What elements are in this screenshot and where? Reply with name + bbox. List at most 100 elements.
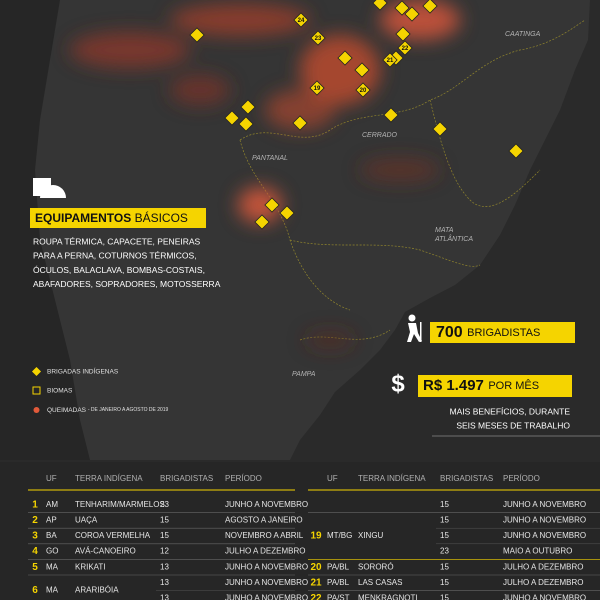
row-brigadistas: 15 bbox=[160, 516, 169, 525]
row-periodo: JULHO A DEZEMBRO bbox=[503, 562, 583, 571]
row-brigadistas: 15 bbox=[160, 531, 169, 540]
table-header: BRIGADISTAS bbox=[160, 474, 213, 483]
legend-fires-note: - DE JANEIRO A AGOSTO DE 2019 bbox=[88, 407, 169, 413]
marker bbox=[224, 110, 240, 126]
brigadistas-text: 700 BRIGADISTAS bbox=[436, 324, 540, 341]
marker bbox=[309, 80, 325, 96]
row-number: 1 bbox=[32, 499, 38, 510]
row-terra: TENHARIM/MARMELOS bbox=[75, 500, 165, 509]
row-uf: MT/BG bbox=[327, 531, 352, 540]
row-uf: PA/BL bbox=[327, 578, 350, 587]
marker bbox=[508, 143, 524, 159]
row-brigadistas: 13 bbox=[160, 562, 169, 571]
row-terra: SORORÓ bbox=[358, 562, 394, 571]
row-uf: MA bbox=[46, 586, 59, 595]
equipment-title-bold: EQUIPAMENTOS bbox=[35, 211, 131, 225]
salary-unit: POR MÊS bbox=[488, 379, 539, 392]
row-terra: KRIKATI bbox=[75, 562, 106, 571]
row-periodo: JULHO A DEZEMBRO bbox=[225, 547, 305, 556]
row-brigadistas: 15 bbox=[440, 531, 449, 540]
row-uf: GO bbox=[46, 547, 58, 556]
equipment-icon bbox=[33, 178, 66, 198]
equipment-title-rest: BÁSICOS bbox=[135, 210, 188, 225]
row-number: 3 bbox=[32, 531, 38, 542]
marker bbox=[397, 40, 413, 56]
marker-label: 23 bbox=[315, 36, 322, 42]
marker bbox=[240, 99, 256, 115]
marker-label: 24 bbox=[298, 18, 305, 24]
marker bbox=[279, 205, 295, 221]
row-terra: AVÁ-CANOEIRO bbox=[75, 547, 136, 556]
row-periodo: AGOSTO A JANEIRO bbox=[225, 516, 303, 525]
marker-label: 19 bbox=[314, 86, 321, 92]
table-header: UF bbox=[327, 474, 338, 483]
row-uf: AP bbox=[46, 516, 57, 525]
marker bbox=[293, 12, 309, 28]
row-periodo: JULHO A DEZEMBRO bbox=[503, 578, 583, 587]
equipment-line: ROUPA TÉRMICA, CAPACETE, PENEIRAS bbox=[33, 236, 201, 246]
row-terra: COROA VERMELHA bbox=[75, 531, 151, 540]
marker bbox=[422, 0, 438, 14]
table-header: PERÍODO bbox=[503, 474, 540, 483]
row-brigadistas: 13 bbox=[160, 578, 169, 587]
region-label: MATA ATLÂNTICA bbox=[434, 227, 473, 243]
table-background bbox=[0, 462, 600, 600]
equipment-line: ÓCULOS, BALACLAVA, BOMBAS-COSTAIS, bbox=[33, 265, 205, 275]
marker bbox=[404, 6, 420, 22]
marker bbox=[264, 197, 280, 213]
salary-text: R$ 1.497 POR MÊS bbox=[423, 377, 539, 394]
brigadistas-label: BRIGADISTAS bbox=[467, 327, 540, 339]
marker-label: 20 bbox=[360, 88, 367, 94]
table-header: TERRA INDÍGENA bbox=[75, 474, 143, 483]
row-brigadistas: 13 bbox=[160, 594, 169, 600]
row-terra: XINGU bbox=[358, 531, 384, 540]
legend-swatch-biomes bbox=[32, 386, 41, 395]
legend-swatch-indigenous bbox=[31, 366, 42, 377]
marker bbox=[394, 0, 410, 16]
row-brigadistas: 15 bbox=[440, 500, 449, 509]
row-terra: MENKRAGNOTI bbox=[358, 594, 418, 600]
table-header: TERRA INDÍGENA bbox=[358, 474, 426, 483]
row-uf: PA/ST bbox=[327, 594, 350, 600]
equipment-line: ABAFADORES, SOPRADORES, MOTOSSERRA bbox=[33, 279, 221, 289]
row-uf: AM bbox=[46, 500, 58, 509]
row-number: 4 bbox=[32, 546, 38, 557]
marker bbox=[238, 116, 254, 132]
benefit-line: MAIS BENEFÍCIOS, DURANTE bbox=[450, 406, 571, 416]
row-brigadistas: 12 bbox=[160, 547, 169, 556]
legend-biomes: BIOMAS bbox=[47, 388, 73, 395]
row-number: 22 bbox=[310, 593, 322, 600]
row-brigadistas: 15 bbox=[440, 516, 449, 525]
row-periodo: NOVEMBRO A ABRIL bbox=[225, 531, 304, 540]
legend-fires-label: QUEIMADAS bbox=[47, 407, 87, 414]
hiker-icon bbox=[407, 314, 422, 342]
region-label: PANTANAL bbox=[252, 155, 288, 162]
row-brigadistas: 15 bbox=[440, 594, 449, 600]
row-periodo: JUNHO A NOVEMBRO bbox=[225, 500, 308, 509]
salary-box bbox=[418, 375, 572, 397]
table-header: UF bbox=[46, 474, 57, 483]
table-header: BRIGADISTAS bbox=[440, 474, 493, 483]
table-header: PERÍODO bbox=[225, 474, 262, 483]
marker-label: 21 bbox=[387, 58, 394, 64]
equipment-list: ROUPA TÉRMICA, CAPACETE, PENEIRAS PARA A … bbox=[33, 236, 221, 289]
row-periodo: MAIO A OUTUBRO bbox=[503, 547, 572, 556]
benefit-line: SEIS MESES DE TRABALHO bbox=[456, 420, 570, 430]
region-label: CERRADO bbox=[362, 132, 398, 139]
salary-value: R$ 1.497 bbox=[423, 377, 484, 394]
legend: BRIGADAS INDÍGENAS BIOMAS QUEIMADAS - DE… bbox=[31, 366, 169, 414]
brigadistas-number: 700 bbox=[436, 324, 463, 341]
row-number: 5 bbox=[32, 562, 38, 573]
legend-swatch-fires bbox=[33, 407, 40, 413]
marker bbox=[189, 27, 205, 43]
brigadistas-box bbox=[430, 322, 575, 343]
marker bbox=[292, 115, 308, 131]
row-terra: UAÇA bbox=[75, 516, 98, 525]
row-terra: LAS CASAS bbox=[358, 578, 402, 587]
row-uf: BA bbox=[46, 531, 57, 540]
row-periodo: JUNHO A NOVEMBRO bbox=[503, 516, 586, 525]
row-periodo: JUNHO A NOVEMBRO bbox=[503, 531, 586, 540]
marker bbox=[372, 0, 388, 11]
